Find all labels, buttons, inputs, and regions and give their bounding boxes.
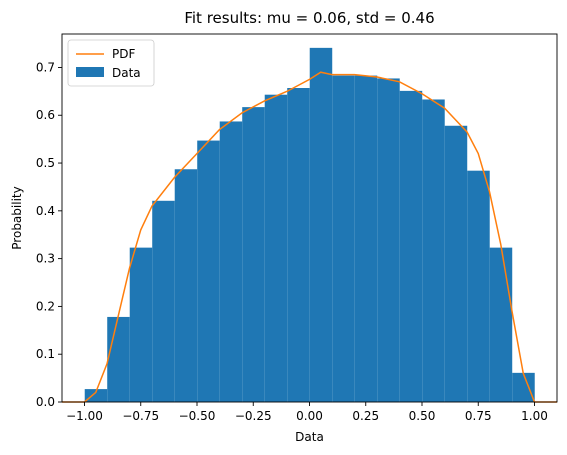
histogram-bar [309,47,333,402]
histogram-bar [219,121,243,402]
histogram-bars [84,47,535,403]
x-tick-label: 0.75 [465,409,492,423]
histogram-bar [377,78,400,403]
x-axis-label: Data [295,430,324,444]
x-tick-label: −0.25 [235,409,272,423]
x-tick-label: −1.00 [66,409,103,423]
histogram-bar [467,170,490,402]
x-tick-label: 0.25 [352,409,379,423]
y-tick-label: 0.6 [36,108,55,122]
y-tick-label: 0.1 [36,347,55,361]
chart-title: Fit results: mu = 0.06, std = 0.46 [184,9,434,27]
pdf-line [62,71,557,403]
histogram-bar [129,247,153,402]
histogram-bar [242,107,265,403]
x-axis-ticks: −1.00 −0.75 −0.50 −0.25 0.00 0.25 0.50 0.75 1.00 [66,402,548,423]
histogram-bar [107,316,130,402]
histogram-bar [332,75,355,402]
legend-box [67,39,155,87]
y-tick-label: 0.0 [36,395,55,409]
histogram-bar [512,372,535,402]
legend-data-swatch [76,67,104,77]
x-tick-label: 0.00 [296,409,323,423]
y-tick-label: 0.7 [36,60,55,74]
histogram-bar [264,94,288,402]
histogram-bar [489,247,513,402]
legend-label-data: Data [112,66,141,80]
histogram-bar [422,99,445,402]
x-tick-label: −0.50 [179,409,216,423]
histogram-bar [399,90,423,402]
y-tick-label: 0.5 [36,156,55,170]
histogram-bar [174,169,198,402]
y-tick-label: 0.4 [36,204,55,218]
legend: PDF Data [67,39,155,87]
x-tick-label: 0.50 [409,409,436,423]
histogram-bar [444,125,468,402]
histogram-bar [84,389,108,402]
histogram-bar [354,75,378,402]
legend-label-pdf: PDF [112,47,135,61]
histogram-bar [152,200,175,402]
x-tick-label: 1.00 [521,409,548,423]
y-tick-label: 0.2 [36,299,55,313]
histogram-bar [197,140,220,402]
histogram-bar [287,88,310,403]
y-axis-label: Probability [10,186,24,249]
y-axis-ticks: 0.0 0.1 0.2 0.3 0.4 0.5 0.6 0.7 [36,60,62,409]
x-tick-label: −0.75 [122,409,159,423]
y-tick-label: 0.3 [36,252,55,266]
